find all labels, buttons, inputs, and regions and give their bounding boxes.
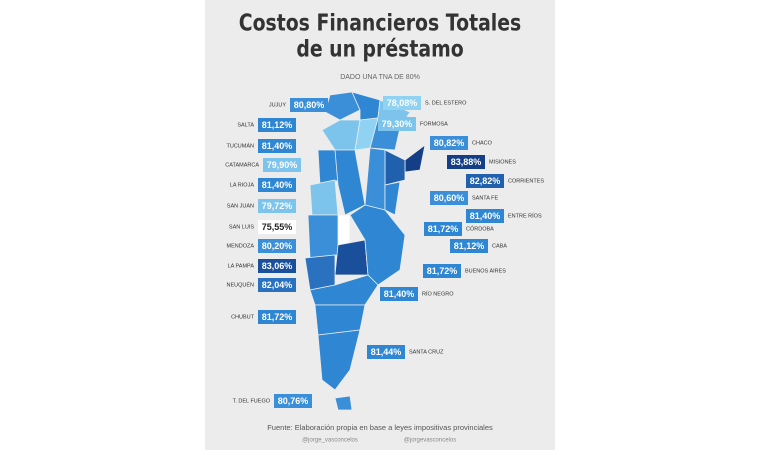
value-label: 82,82% — [470, 176, 501, 186]
value-box — [383, 96, 421, 110]
value-label: 81,72% — [428, 224, 459, 234]
value-box — [290, 98, 328, 112]
province-name: CORRIENTES — [508, 178, 544, 184]
value-box — [258, 239, 296, 253]
value-label: 81,44% — [371, 347, 402, 357]
value-label: 83,88% — [451, 157, 482, 167]
province-name: JUJUY — [269, 102, 286, 108]
value-label: 81,12% — [454, 241, 485, 251]
value-label: 81,40% — [470, 211, 501, 221]
handle: @jorgevasconcelos — [404, 438, 456, 444]
province-name: S. DEL ESTERO — [425, 100, 467, 106]
value-label: 75,55% — [262, 222, 293, 232]
value-box — [258, 259, 296, 273]
value-label: 82,04% — [262, 280, 293, 290]
value-label: 79,90% — [267, 160, 298, 170]
value-label: 80,60% — [434, 193, 465, 203]
value-box — [378, 117, 416, 131]
value-label: 81,40% — [262, 141, 293, 151]
province-name: LA RIOJA — [230, 182, 254, 188]
province-name: MISIONES — [489, 159, 516, 165]
province-name: FORMOSA — [420, 121, 448, 127]
province-name: BUENOS AIRES — [465, 268, 506, 274]
value-label: 81,72% — [427, 266, 458, 276]
value-box — [423, 264, 461, 278]
value-box — [258, 178, 296, 192]
value-box — [380, 287, 418, 301]
value-label: 78,08% — [387, 98, 418, 108]
province-name: CATAMARCA — [225, 162, 259, 168]
province-name: CÓRDOBA — [466, 225, 494, 232]
value-box — [258, 199, 296, 213]
value-box — [447, 155, 485, 169]
value-label: 81,40% — [384, 289, 415, 299]
value-box — [263, 158, 301, 172]
value-box — [466, 209, 504, 223]
value-box — [258, 220, 296, 234]
province-name: T. DEL FUEGO — [233, 398, 271, 404]
value-box — [274, 394, 312, 408]
value-label: 79,30% — [382, 119, 413, 129]
source: Fuente: Elaboración propia en base a ley… — [267, 423, 493, 432]
province-name: CHACO — [472, 140, 493, 146]
value-label: 81,40% — [262, 180, 293, 190]
province-name: LA PAMPA — [228, 263, 255, 269]
value-label: 80,76% — [278, 396, 309, 406]
province-name: SANTA FE — [472, 195, 499, 201]
value-box — [450, 239, 488, 253]
province-name: SAN JUAN — [227, 203, 254, 209]
value-box — [430, 191, 468, 205]
title: Costos Financieros Totales — [239, 9, 522, 36]
value-label: 80,82% — [434, 138, 465, 148]
province-name: SALTA — [237, 122, 254, 128]
province-name: NEUQUÉN — [226, 281, 254, 288]
value-label: 81,72% — [262, 312, 293, 322]
value-box — [258, 310, 296, 324]
value-box — [258, 139, 296, 153]
value-label: 81,12% — [262, 120, 293, 130]
handle: @jorge_vasconcelos — [302, 438, 358, 444]
province-name: RÍO NEGRO — [422, 290, 454, 297]
value-box — [367, 345, 405, 359]
province-name: CABA — [492, 243, 507, 249]
province-name: ENTRE RÍOS — [508, 212, 542, 219]
value-label: 80,20% — [262, 241, 293, 251]
value-box — [424, 222, 462, 236]
value-box — [258, 278, 296, 292]
province-name: TUCUMÁN — [227, 142, 255, 149]
title: de un préstamo — [296, 35, 463, 62]
value-label: 83,06% — [262, 261, 293, 271]
subtitle: DADO UNA TNA DE 80% — [340, 74, 420, 81]
value-label: 79,72% — [262, 201, 293, 211]
value-box — [430, 136, 468, 150]
province-name: SANTA CRUZ — [409, 349, 444, 355]
value-box — [466, 174, 504, 188]
value-label: 80,80% — [294, 100, 325, 110]
province-name: MENDOZA — [227, 243, 255, 249]
value-box — [258, 118, 296, 132]
province-name: CHUBUT — [231, 314, 255, 320]
province-name: SAN LUIS — [229, 224, 254, 230]
